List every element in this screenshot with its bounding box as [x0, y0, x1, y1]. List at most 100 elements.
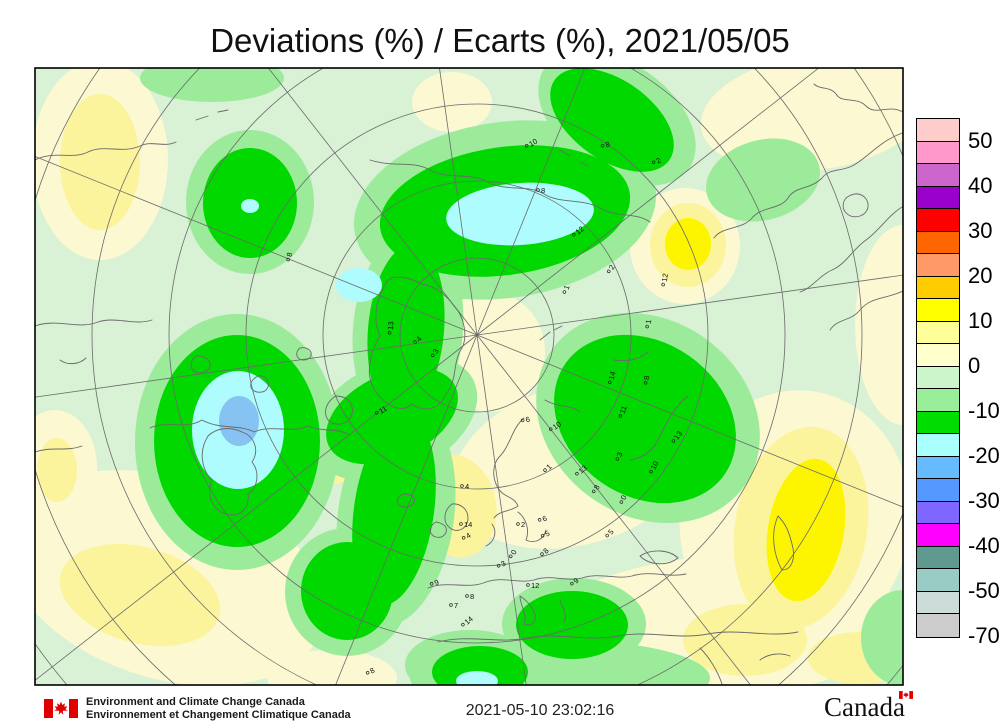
footer: Environment and Climate Change Canada En…	[0, 690, 1000, 726]
legend-swatch	[917, 164, 959, 187]
legend-tick-label: 50	[968, 127, 993, 153]
legend-swatch	[917, 366, 959, 389]
contour-label: 6	[525, 415, 531, 425]
canada-wordmark-text: Canada	[824, 692, 905, 722]
contour-region	[59, 544, 221, 646]
contour-label: 7	[454, 601, 458, 610]
contour-label: 11	[377, 404, 388, 416]
contour-region	[219, 396, 259, 446]
canada-wordmark: Canada	[824, 691, 913, 723]
contour-label: 3	[499, 559, 507, 569]
contour-label: 13	[672, 429, 684, 441]
contour-label: 2	[607, 263, 617, 271]
contour-region	[432, 646, 528, 685]
contour-label: 14	[464, 520, 472, 529]
contour-label: 8	[285, 252, 295, 258]
wordmark-flag-icon	[898, 691, 913, 699]
legend-tick-label: -70	[968, 622, 1000, 648]
legend-swatch	[917, 591, 959, 614]
legend-tick-label: -30	[968, 487, 1000, 513]
legend-swatch	[917, 119, 959, 142]
contour-region	[554, 334, 736, 504]
contour-label: 0	[619, 494, 629, 501]
legend-tick-label: -10	[968, 397, 1000, 423]
contour-label: 0	[509, 548, 519, 556]
contour-label: 1	[644, 319, 654, 325]
contour-label: 3	[431, 347, 441, 355]
contour-region	[446, 182, 594, 246]
contour-region	[706, 138, 820, 222]
legend-swatch	[917, 141, 959, 164]
contour-region	[367, 244, 445, 416]
contour-label: 2	[521, 520, 525, 529]
contour-region	[683, 604, 807, 676]
legend-swatch	[917, 344, 959, 367]
contour-label: 9	[572, 576, 581, 586]
contour-region	[140, 68, 284, 102]
contour-label: 13	[386, 321, 396, 330]
contour-region	[855, 225, 903, 425]
contour-region	[665, 218, 711, 270]
legend-tick-label: 10	[968, 307, 993, 333]
legend-swatch	[917, 434, 959, 457]
contour-region	[60, 94, 140, 230]
legend-tick-label: 40	[968, 172, 993, 198]
legend-swatch	[917, 479, 959, 502]
contour-label: 10	[649, 460, 661, 471]
contour-region	[766, 458, 846, 602]
legend-swatch	[917, 411, 959, 434]
contour-label: 5	[543, 529, 551, 539]
legend-swatch	[917, 546, 959, 569]
contour-label: 2	[655, 156, 663, 166]
legend-swatch	[917, 209, 959, 232]
agency-name-fr: Environnement et Changement Climatique C…	[86, 708, 351, 721]
contour-label: 8	[368, 666, 376, 676]
legend-swatch	[917, 276, 959, 299]
contour-label: 5	[606, 527, 616, 536]
legend-swatch	[917, 299, 959, 322]
map-frame	[34, 67, 904, 686]
contour-label: 8	[592, 483, 602, 491]
contour-region	[412, 72, 492, 132]
agency-name-en: Environment and Climate Change Canada	[86, 696, 305, 708]
legend-swatch	[917, 389, 959, 412]
legend-swatch	[917, 186, 959, 209]
contour-label: 12	[531, 581, 539, 590]
contour-label: 12	[660, 273, 670, 283]
contour-label: 4	[465, 482, 469, 491]
contour-region	[843, 68, 903, 140]
contour-label: 4	[414, 334, 423, 343]
contour-region	[241, 199, 259, 213]
contour-label: 4	[464, 531, 472, 541]
contour-label: 8	[541, 546, 550, 555]
contour-label: 10	[551, 419, 563, 431]
contour-label: 9	[433, 578, 440, 588]
contour-region	[516, 591, 628, 659]
legend-tick-label: 0	[968, 352, 981, 378]
contour-region	[550, 68, 674, 172]
legend-tick-label: -40	[968, 532, 1000, 558]
legend-swatch	[917, 456, 959, 479]
legend-tick-label: -20	[968, 442, 1000, 468]
legend-tick-label: 20	[968, 262, 993, 288]
page-title: Deviations (%) / Ecarts (%), 2021/05/05	[210, 22, 790, 59]
canada-flag-icon	[44, 699, 78, 718]
contour-label: 6	[541, 514, 548, 524]
agency-name: Environment and Climate Change Canada En…	[86, 696, 351, 721]
contour-label: 1	[562, 284, 572, 291]
contour-label: 14	[607, 370, 618, 380]
contour-label: 8	[470, 592, 474, 601]
legend-swatch	[917, 569, 959, 592]
generation-timestamp: 2021-05-10 23:02:16	[465, 702, 615, 719]
legend-tick-label: 30	[968, 217, 993, 243]
legend-swatch	[917, 524, 959, 547]
contour-label: 1	[544, 462, 553, 471]
contour-region	[37, 438, 77, 502]
legend-swatch	[917, 254, 959, 277]
contour-region	[456, 671, 498, 685]
